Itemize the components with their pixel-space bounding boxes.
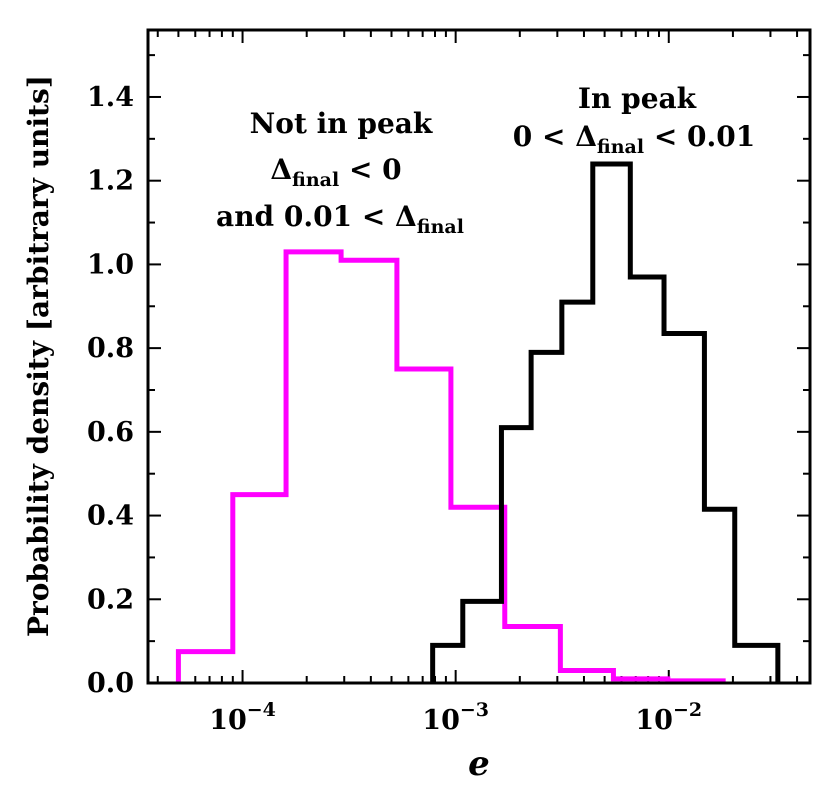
x-tick-label: 10−3 xyxy=(422,699,489,736)
annotation-not-in-peak: Not in peak Δfinal < 0 and 0.01 < Δfinal xyxy=(216,107,464,238)
y-tick-label: 0.6 xyxy=(87,417,134,448)
annotation-not-in-peak-line3: and 0.01 < Δfinal xyxy=(216,200,464,238)
x-tick-label: 10−4 xyxy=(209,699,276,736)
y-axis-label: Probability density [arbitrary units] xyxy=(22,75,55,637)
y-tick-label: 0.2 xyxy=(87,584,134,615)
annotation-in-peak-line1: In peak xyxy=(578,82,697,115)
y-tick-label: 1.0 xyxy=(87,249,134,280)
series-in-peak xyxy=(430,161,781,683)
y-tick-label: 1.2 xyxy=(87,166,134,197)
x-tick-label: 10−2 xyxy=(635,699,702,736)
annotation-in-peak: In peak 0 < Δfinal < 0.01 xyxy=(513,82,756,158)
tick-labels: 0.0 0.2 0.4 0.6 0.8 1.0 1.2 1.4 10−4 10−3 10−2 xyxy=(87,82,702,736)
y-tick-label: 0.0 xyxy=(87,668,134,699)
annotation-in-peak-line2: 0 < Δfinal < 0.01 xyxy=(513,120,756,158)
x-axis-label: e xyxy=(468,744,490,784)
y-tick-label: 1.4 xyxy=(87,82,134,113)
y-tick-label: 0.4 xyxy=(87,501,134,532)
histogram-series xyxy=(175,161,781,684)
y-tick-label: 0.8 xyxy=(87,333,134,364)
annotation-not-in-peak-line2: Δfinal < 0 xyxy=(270,153,401,191)
plot-frame xyxy=(146,28,812,685)
series-not-in-peak xyxy=(175,249,726,684)
annotation-not-in-peak-line1: Not in peak xyxy=(250,107,433,140)
